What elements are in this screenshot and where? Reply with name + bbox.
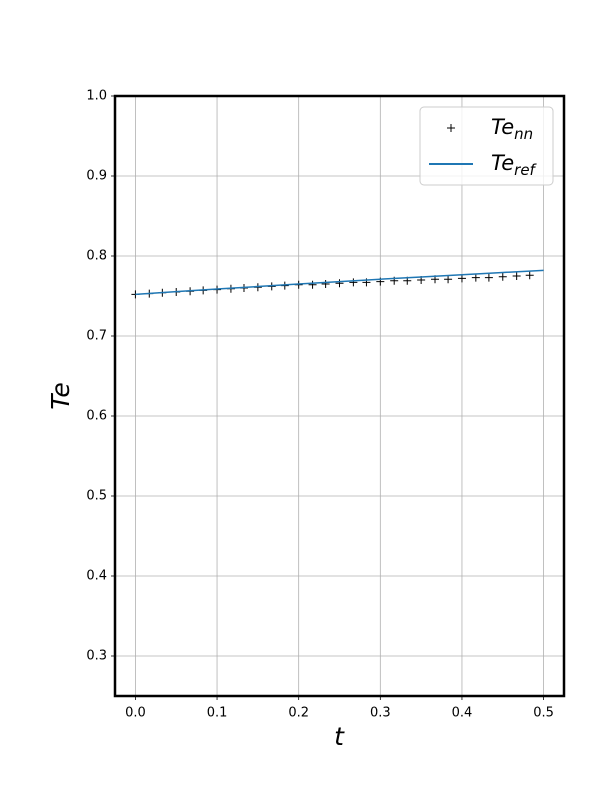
y-tick-label: 1.0 [86, 89, 107, 104]
data-point [525, 271, 534, 280]
legend-label: Teref [491, 151, 538, 179]
series-line [135, 269, 544, 296]
legend-box [419, 106, 554, 186]
plot-frame [113, 94, 566, 698]
x-axis-label: t [334, 722, 345, 751]
legend-label-subscript: ref [514, 161, 537, 179]
legend-label: Tenn [491, 115, 533, 143]
x-tick-label: 0.5 [533, 706, 554, 721]
data-point [444, 275, 453, 284]
legend-label-subscript: nn [514, 125, 533, 143]
x-tick-label: 0.2 [288, 706, 309, 721]
data-point [308, 280, 317, 289]
legend-label-main: Te [491, 151, 514, 175]
data-point [498, 272, 507, 281]
x-tick-label: 0.1 [207, 706, 228, 721]
legend-label-main: Te [491, 115, 514, 139]
y-tick-label: 0.9 [86, 169, 107, 184]
x-tick-label: 0.4 [452, 706, 473, 721]
y-tick-label: 0.4 [86, 569, 107, 584]
y-tick-label: 0.5 [86, 489, 107, 504]
legend-swatch [447, 124, 455, 132]
y-tick-label: 0.7 [86, 329, 107, 344]
y-tick-label: 0.8 [86, 249, 107, 264]
data-point [512, 272, 521, 280]
y-axis-label: Te [46, 382, 75, 410]
y-tick-label: 0.6 [86, 409, 107, 424]
data-point [321, 280, 330, 288]
data-point [457, 274, 466, 283]
x-tick-label: 0.3 [370, 706, 391, 721]
data-point [335, 279, 344, 288]
data-point [484, 273, 493, 282]
data-point [471, 273, 480, 282]
data-point [349, 278, 358, 287]
y-tick-label: 0.3 [86, 649, 107, 664]
x-tick-label: 0.0 [125, 706, 146, 721]
